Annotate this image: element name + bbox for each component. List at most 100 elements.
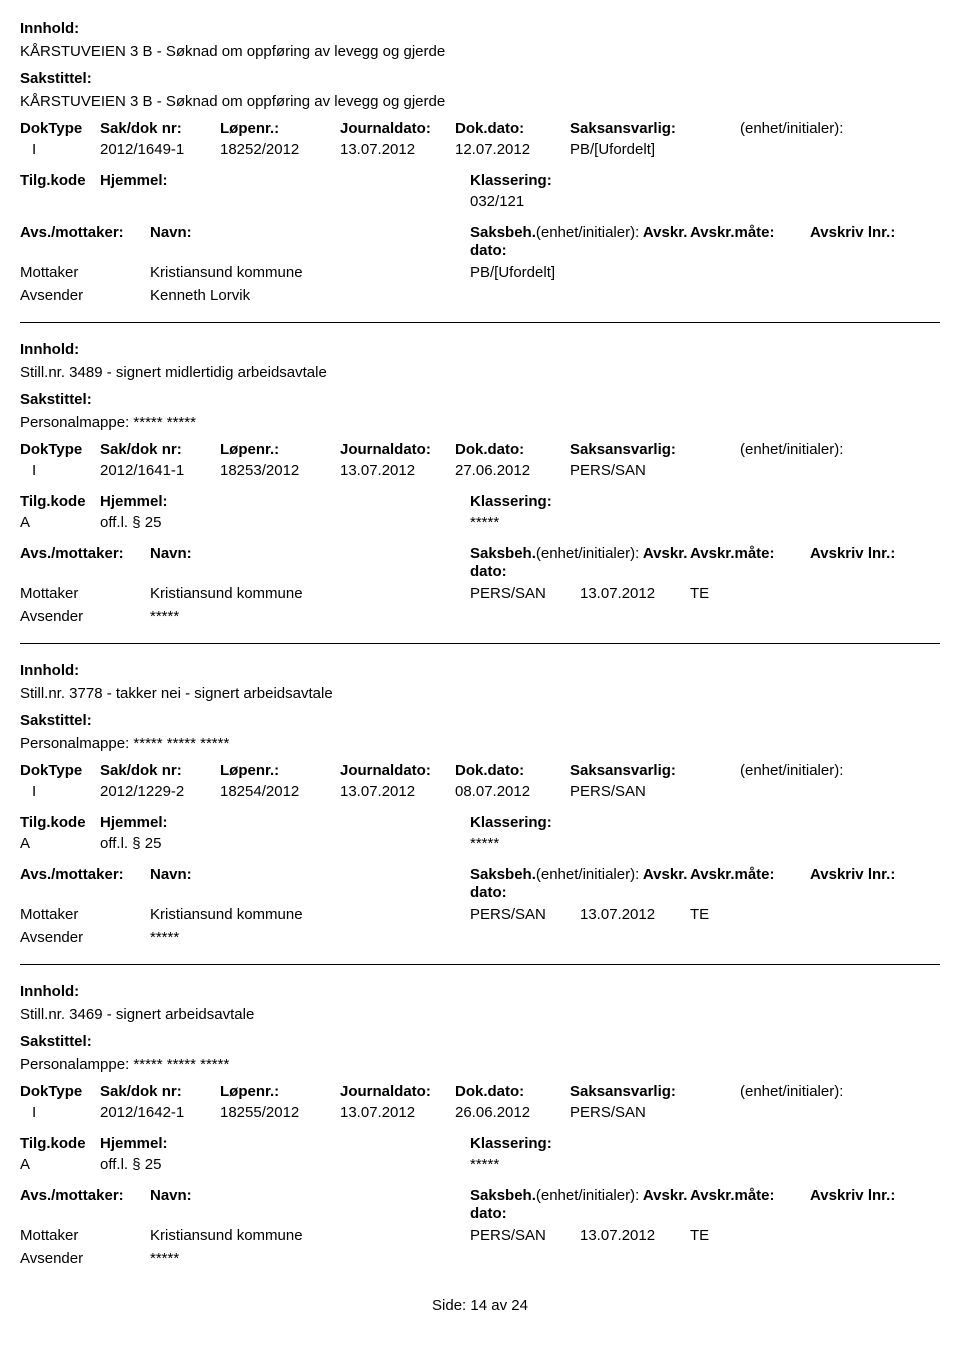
- saksbeh-label-group: Saksbeh.(enhet/initialer): Avskr. dato:: [470, 545, 690, 581]
- dokdato-label: Dok.dato:: [455, 441, 570, 458]
- record-divider: [20, 643, 940, 644]
- mottaker-navn: Kristiansund kommune: [150, 1227, 470, 1244]
- dokdato-label: Dok.dato:: [455, 762, 570, 779]
- meta-value-row: I 2012/1642-1 18255/2012 13.07.2012 26.0…: [20, 1104, 940, 1121]
- avskriv-lnr-label: Avskriv lnr.:: [810, 1187, 930, 1204]
- lopenr-value: 18252/2012: [220, 141, 340, 158]
- avskr-dato-value: 13.07.2012: [580, 1227, 690, 1244]
- mottaker-row: Mottaker Kristiansund kommune PERS/SAN 1…: [20, 585, 940, 602]
- avskr-mate-value: TE: [690, 585, 810, 602]
- saksansv-value: PERS/SAN: [570, 1104, 740, 1121]
- journaldato-label: Journaldato:: [340, 1083, 455, 1100]
- innhold-label: Innhold:: [20, 20, 940, 37]
- innhold-value: KÅRSTUVEIEN 3 B - Søknad om oppføring av…: [20, 43, 940, 60]
- dokdato-value: 12.07.2012: [455, 141, 570, 158]
- meta-header-row: DokType Sak/dok nr: Løpenr.: Journaldato…: [20, 120, 940, 137]
- klassering-value: *****: [470, 835, 670, 852]
- avsender-navn: *****: [150, 1250, 470, 1267]
- lopenr-label: Løpenr.:: [220, 120, 340, 137]
- mottaker-row: Mottaker Kristiansund kommune PB/[Uforde…: [20, 264, 940, 281]
- footer-prefix: Side:: [432, 1297, 466, 1314]
- hjemmel-value-row: A off.l. § 25 *****: [20, 514, 940, 531]
- meta-value-row: I 2012/1649-1 18252/2012 13.07.2012 12.0…: [20, 141, 940, 158]
- tilgkode-label: Tilg.kode: [20, 493, 100, 510]
- avskr-mate-label: Avskr.måte:: [690, 545, 810, 562]
- saksbeh-enhet-label: (enhet/initialer):: [536, 1187, 639, 1204]
- saksbeh-label: Saksbeh.: [470, 545, 536, 562]
- klassering-value: 032/121: [470, 193, 670, 210]
- hjemmel-value: off.l. § 25: [100, 835, 470, 852]
- avs-mottaker-label: Avs./mottaker:: [20, 1187, 150, 1204]
- saksbeh-value: PB/[Ufordelt]: [470, 264, 580, 281]
- dokdato-label: Dok.dato:: [455, 1083, 570, 1100]
- saksbeh-value: PERS/SAN: [470, 1227, 580, 1244]
- avskr-mate-label: Avskr.måte:: [690, 224, 810, 241]
- sakstittel-label: Sakstittel:: [20, 391, 940, 408]
- klassering-value: *****: [470, 1156, 670, 1173]
- hjemmel-label: Hjemmel:: [100, 814, 470, 831]
- innhold-value: Still.nr. 3778 - takker nei - signert ar…: [20, 685, 940, 702]
- avsender-label: Avsender: [20, 608, 150, 625]
- saksbeh-enhet-label: (enhet/initialer):: [536, 866, 639, 883]
- meta-header-row: DokType Sak/dok nr: Løpenr.: Journaldato…: [20, 762, 940, 779]
- saknr-value: 2012/1642-1: [100, 1104, 220, 1121]
- innhold-label: Innhold:: [20, 662, 940, 679]
- mottaker-row: Mottaker Kristiansund kommune PERS/SAN 1…: [20, 906, 940, 923]
- record-divider: [20, 322, 940, 323]
- doktype-label: DokType: [20, 441, 100, 458]
- saksansv-label: Saksansvarlig:: [570, 1083, 740, 1100]
- saksbeh-label: Saksbeh.: [470, 1187, 536, 1204]
- mottaker-navn: Kristiansund kommune: [150, 906, 470, 923]
- avsender-row: Avsender Kenneth Lorvik: [20, 287, 940, 304]
- doktype-label: DokType: [20, 762, 100, 779]
- avskr-mate-label: Avskr.måte:: [690, 866, 810, 883]
- record: Innhold: KÅRSTUVEIEN 3 B - Søknad om opp…: [20, 20, 940, 304]
- lopenr-label: Løpenr.:: [220, 762, 340, 779]
- klassering-label: Klassering:: [470, 172, 670, 189]
- journaldato-value: 13.07.2012: [340, 1104, 455, 1121]
- mottaker-navn: Kristiansund kommune: [150, 264, 470, 281]
- avskr-dato-value: 13.07.2012: [580, 906, 690, 923]
- journaldato-label: Journaldato:: [340, 762, 455, 779]
- footer-page: 14: [470, 1297, 487, 1314]
- sakstittel-value: Personalmappe: ***** *****: [20, 414, 940, 431]
- tilgkode-value: A: [20, 835, 100, 852]
- hjemmel-label: Hjemmel:: [100, 172, 470, 189]
- saksbeh-enhet-label: (enhet/initialer):: [536, 224, 639, 241]
- mottaker-label: Mottaker: [20, 1227, 150, 1244]
- innhold-label: Innhold:: [20, 983, 940, 1000]
- innhold-value: Still.nr. 3489 - signert midlertidig arb…: [20, 364, 940, 381]
- lopenr-label: Løpenr.:: [220, 1083, 340, 1100]
- meta-value-row: I 2012/1229-2 18254/2012 13.07.2012 08.0…: [20, 783, 940, 800]
- saksbeh-enhet-label: (enhet/initialer):: [536, 545, 639, 562]
- doktype-value: I: [20, 783, 100, 800]
- journaldato-value: 13.07.2012: [340, 462, 455, 479]
- avsender-label: Avsender: [20, 1250, 150, 1267]
- tilgkode-label: Tilg.kode: [20, 1135, 100, 1152]
- footer-sep: av: [491, 1297, 507, 1314]
- avs-mottaker-label: Avs./mottaker:: [20, 545, 150, 562]
- records-container: Innhold: KÅRSTUVEIEN 3 B - Søknad om opp…: [20, 20, 940, 1267]
- mottaker-label: Mottaker: [20, 264, 150, 281]
- tilgkode-value: A: [20, 1156, 100, 1173]
- journaldato-label: Journaldato:: [340, 441, 455, 458]
- avsender-row: Avsender *****: [20, 1250, 940, 1267]
- klassering-label: Klassering:: [470, 1135, 670, 1152]
- avsender-row: Avsender *****: [20, 929, 940, 946]
- mottaker-navn: Kristiansund kommune: [150, 585, 470, 602]
- hjemmel-header-row: Tilg.kode Hjemmel: Klassering:: [20, 814, 940, 831]
- saksbeh-value: PERS/SAN: [470, 585, 580, 602]
- meta-value-row: I 2012/1641-1 18253/2012 13.07.2012 27.0…: [20, 462, 940, 479]
- saksbeh-value: PERS/SAN: [470, 906, 580, 923]
- avs-header-row: Avs./mottaker: Navn: Saksbeh.(enhet/init…: [20, 224, 940, 260]
- doktype-label: DokType: [20, 120, 100, 137]
- enhet-label: (enhet/initialer):: [740, 762, 920, 779]
- avsender-label: Avsender: [20, 929, 150, 946]
- innhold-value: Still.nr. 3469 - signert arbeidsavtale: [20, 1006, 940, 1023]
- saksansv-label: Saksansvarlig:: [570, 762, 740, 779]
- record-divider: [20, 964, 940, 965]
- avs-mottaker-label: Avs./mottaker:: [20, 866, 150, 883]
- klassering-value: *****: [470, 514, 670, 531]
- meta-header-row: DokType Sak/dok nr: Løpenr.: Journaldato…: [20, 441, 940, 458]
- journaldato-value: 13.07.2012: [340, 783, 455, 800]
